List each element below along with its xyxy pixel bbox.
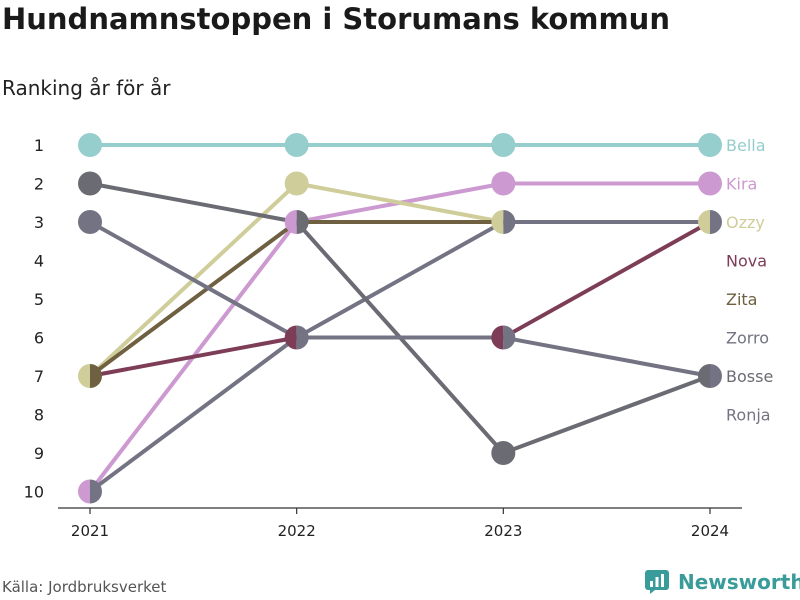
data-point bbox=[284, 325, 297, 350]
y-tick-label: 3 bbox=[34, 213, 44, 232]
series-label-zita: Zita bbox=[726, 290, 757, 309]
data-point bbox=[78, 479, 90, 504]
data-point bbox=[491, 325, 504, 350]
data-point bbox=[698, 171, 722, 196]
data-point bbox=[284, 171, 309, 196]
chart-title: Hundnamnstoppen i Storumans kommun bbox=[2, 2, 670, 36]
data-point bbox=[503, 325, 516, 350]
data-point bbox=[698, 364, 710, 388]
y-tick-label: 5 bbox=[34, 290, 44, 309]
y-tick-label: 4 bbox=[34, 252, 44, 271]
data-point bbox=[491, 171, 516, 196]
data-point bbox=[710, 364, 722, 388]
series-line-ronja bbox=[89, 220, 711, 378]
newsworthy-logo-icon bbox=[645, 570, 669, 594]
data-point bbox=[284, 210, 297, 234]
data-point bbox=[296, 210, 309, 234]
series-label-nova: Nova bbox=[726, 252, 767, 271]
data-point bbox=[90, 479, 102, 504]
source-note: Källa: Jordbruksverket bbox=[2, 578, 167, 596]
series-label-ronja: Ronja bbox=[726, 406, 771, 425]
y-tick-label: 7 bbox=[34, 367, 44, 386]
data-point bbox=[710, 210, 722, 234]
series-line-zorro bbox=[88, 220, 710, 494]
data-point bbox=[78, 171, 102, 196]
x-tick-label: 2024 bbox=[691, 522, 729, 540]
x-tick-label: 2023 bbox=[484, 522, 522, 540]
data-point bbox=[284, 133, 309, 157]
x-tick-label: 2022 bbox=[278, 522, 316, 540]
x-tick-label: 2021 bbox=[71, 522, 109, 540]
y-tick-label: 10 bbox=[24, 483, 44, 502]
data-point bbox=[78, 210, 102, 234]
data-point bbox=[503, 210, 516, 234]
series-label-bosse: Bosse bbox=[726, 367, 773, 386]
brand-name: Newsworthy bbox=[678, 570, 800, 594]
y-tick-label: 2 bbox=[34, 175, 44, 194]
data-point bbox=[78, 364, 90, 388]
data-point bbox=[78, 133, 102, 157]
data-point bbox=[698, 133, 722, 157]
data-point bbox=[296, 325, 309, 350]
series-label-zorro: Zorro bbox=[726, 329, 769, 348]
data-point bbox=[491, 210, 504, 234]
series-label-bella: Bella bbox=[726, 136, 766, 155]
y-tick-label: 9 bbox=[34, 444, 44, 463]
y-tick-label: 1 bbox=[34, 136, 44, 155]
series-label-ozzy: Ozzy bbox=[726, 213, 765, 232]
series-label-kira: Kira bbox=[726, 175, 757, 194]
y-tick-label: 6 bbox=[34, 329, 44, 348]
data-point bbox=[491, 133, 516, 157]
data-point bbox=[90, 364, 102, 388]
y-tick-label: 8 bbox=[34, 406, 44, 425]
data-point bbox=[698, 210, 710, 234]
series-line-nova bbox=[89, 220, 711, 378]
chart-subtitle: Ranking år för år bbox=[2, 76, 171, 100]
data-point bbox=[491, 441, 516, 465]
series-line-zita bbox=[88, 220, 710, 378]
brand-logo-block[interactable]: Newsworthy bbox=[644, 569, 800, 595]
